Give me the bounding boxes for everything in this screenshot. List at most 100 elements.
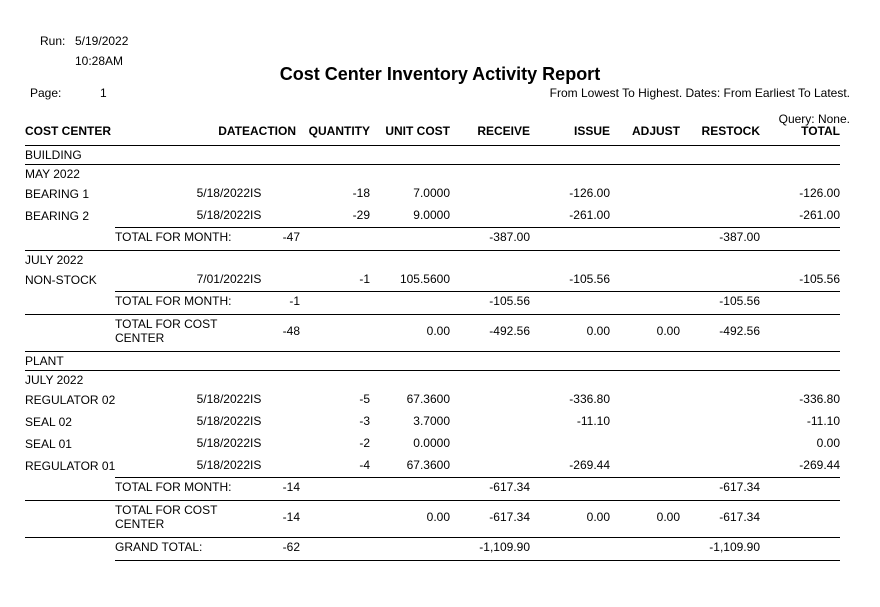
cc-total-adjust: 0.00	[530, 324, 610, 338]
month-total-row: TOTAL FOR MONTH:-14-617.34-617.34	[25, 478, 855, 496]
item-adjust	[610, 270, 680, 290]
cc-total-adjust: 0.00	[530, 510, 610, 524]
item-restock	[680, 434, 760, 454]
item-date: 5/18/2022	[195, 412, 250, 432]
item-issue: -126.00	[530, 184, 610, 204]
page-label: Page:	[30, 86, 61, 100]
item-action: IS	[250, 270, 300, 290]
item-qty: -18	[300, 184, 370, 204]
total-for-cc-label: TOTAL FOR COST CENTER	[115, 315, 250, 347]
item-total: 0.00	[760, 434, 840, 454]
item-qty: -5	[300, 390, 370, 410]
col-quantity: QUANTITY	[300, 120, 370, 142]
grand-total-qty: -62	[250, 540, 300, 554]
item-adjust	[610, 434, 680, 454]
total-for-month-label: TOTAL FOR MONTH:	[115, 228, 250, 246]
report-body: COST CENTERDATEACTIONQUANTITYUNIT COSTRE…	[25, 120, 855, 561]
item-issue: -11.10	[530, 412, 610, 432]
item-receive	[450, 412, 530, 432]
cc-total-qty: -48	[250, 324, 300, 338]
item-qty: -4	[300, 456, 370, 476]
item-date: 5/18/2022	[195, 206, 250, 226]
item-restock	[680, 412, 760, 432]
item-unit-cost: 105.5600	[370, 270, 450, 290]
item-receive	[450, 184, 530, 204]
item-qty: -1	[300, 270, 370, 290]
item-adjust	[610, 456, 680, 476]
item-adjust	[610, 206, 680, 226]
run-date: 5/19/2022	[75, 34, 128, 48]
col-issue: ISSUE	[530, 120, 610, 142]
month-total-total: -387.00	[680, 230, 760, 244]
item-qty: -3	[300, 412, 370, 432]
item-date: 5/18/2022	[195, 184, 250, 204]
month-total-issue: -617.34	[450, 480, 530, 494]
month-row: MAY 2022	[25, 165, 855, 183]
item-total: -336.80	[760, 390, 840, 410]
total-for-month-label: TOTAL FOR MONTH:	[115, 478, 250, 496]
item-total: -261.00	[760, 206, 840, 226]
item-date: 5/18/2022	[195, 456, 250, 476]
item-unit-cost: 67.3600	[370, 456, 450, 476]
item-qty: -2	[300, 434, 370, 454]
cost-center-name: PLANT	[25, 352, 195, 370]
month-total-qty: -1	[250, 294, 300, 308]
item-issue	[530, 434, 610, 454]
report-header: Run: 5/19/2022 10:28AM Cost Center Inven…	[25, 20, 855, 120]
item-action: IS	[250, 390, 300, 410]
item-action: IS	[250, 456, 300, 476]
item-total: -269.44	[760, 456, 840, 476]
month-total-issue: -387.00	[450, 230, 530, 244]
item-total: -105.56	[760, 270, 840, 290]
report-title: Cost Center Inventory Activity Report	[25, 64, 855, 85]
cc-total-total: -492.56	[680, 324, 760, 338]
item-unit-cost: 7.0000	[370, 184, 450, 204]
month-name: MAY 2022	[25, 165, 195, 183]
query-info: Query: None.	[779, 112, 850, 126]
item-action: IS	[250, 412, 300, 432]
item-unit-cost: 3.7000	[370, 412, 450, 432]
cc-total-receive: 0.00	[370, 510, 450, 524]
item-issue: -336.80	[530, 390, 610, 410]
grand-total-total: -1,109.90	[680, 540, 760, 554]
cost-center-row: PLANT	[25, 352, 855, 370]
item-row: SEAL 025/18/2022IS-33.7000-11.10-11.10	[25, 411, 855, 433]
item-row: REGULATOR 025/18/2022IS-567.3600-336.80-…	[25, 389, 855, 411]
item-restock	[680, 390, 760, 410]
cost-center-total-row: TOTAL FOR COST CENTER-140.00-617.340.000…	[25, 501, 855, 533]
item-receive	[450, 390, 530, 410]
item-action: IS	[250, 434, 300, 454]
col-restock: RESTOCK	[680, 120, 760, 142]
cost-center-name: BUILDING	[25, 146, 195, 164]
item-receive	[450, 206, 530, 226]
item-restock	[680, 270, 760, 290]
grand-total-issue: -1,109.90	[450, 540, 530, 554]
total-for-month-label: TOTAL FOR MONTH:	[115, 292, 250, 310]
month-total-row: TOTAL FOR MONTH:-47-387.00-387.00	[25, 228, 855, 246]
cc-total-receive: 0.00	[370, 324, 450, 338]
month-name: JULY 2022	[25, 251, 195, 269]
item-total: -11.10	[760, 412, 840, 432]
item-name: NON-STOCK	[25, 269, 195, 291]
month-total-total: -617.34	[680, 480, 760, 494]
item-issue: -269.44	[530, 456, 610, 476]
item-date: 5/18/2022	[195, 390, 250, 410]
month-row: JULY 2022	[25, 371, 855, 389]
cc-total-issue: -492.56	[450, 324, 530, 338]
item-row: BEARING 25/18/2022IS-299.0000-261.00-261…	[25, 205, 855, 227]
item-row: BEARING 15/18/2022IS-187.0000-126.00-126…	[25, 183, 855, 205]
col-receive: RECEIVE	[450, 120, 530, 142]
page-number: 1	[100, 86, 107, 100]
item-restock	[680, 184, 760, 204]
col-date: DATE	[195, 120, 250, 142]
month-total-total: -105.56	[680, 294, 760, 308]
item-issue: -105.56	[530, 270, 610, 290]
item-adjust	[610, 390, 680, 410]
item-name: REGULATOR 01	[25, 455, 195, 477]
cc-total-qty: -14	[250, 510, 300, 524]
item-row: REGULATOR 015/18/2022IS-467.3600 -269.44 -…	[25, 455, 855, 477]
item-date: 5/18/2022	[195, 434, 250, 454]
month-name: JULY 2022	[25, 371, 195, 389]
grand-total-row: GRAND TOTAL:-62-1,109.90-1,109.90	[25, 538, 855, 556]
cc-total-total: -617.34	[680, 510, 760, 524]
